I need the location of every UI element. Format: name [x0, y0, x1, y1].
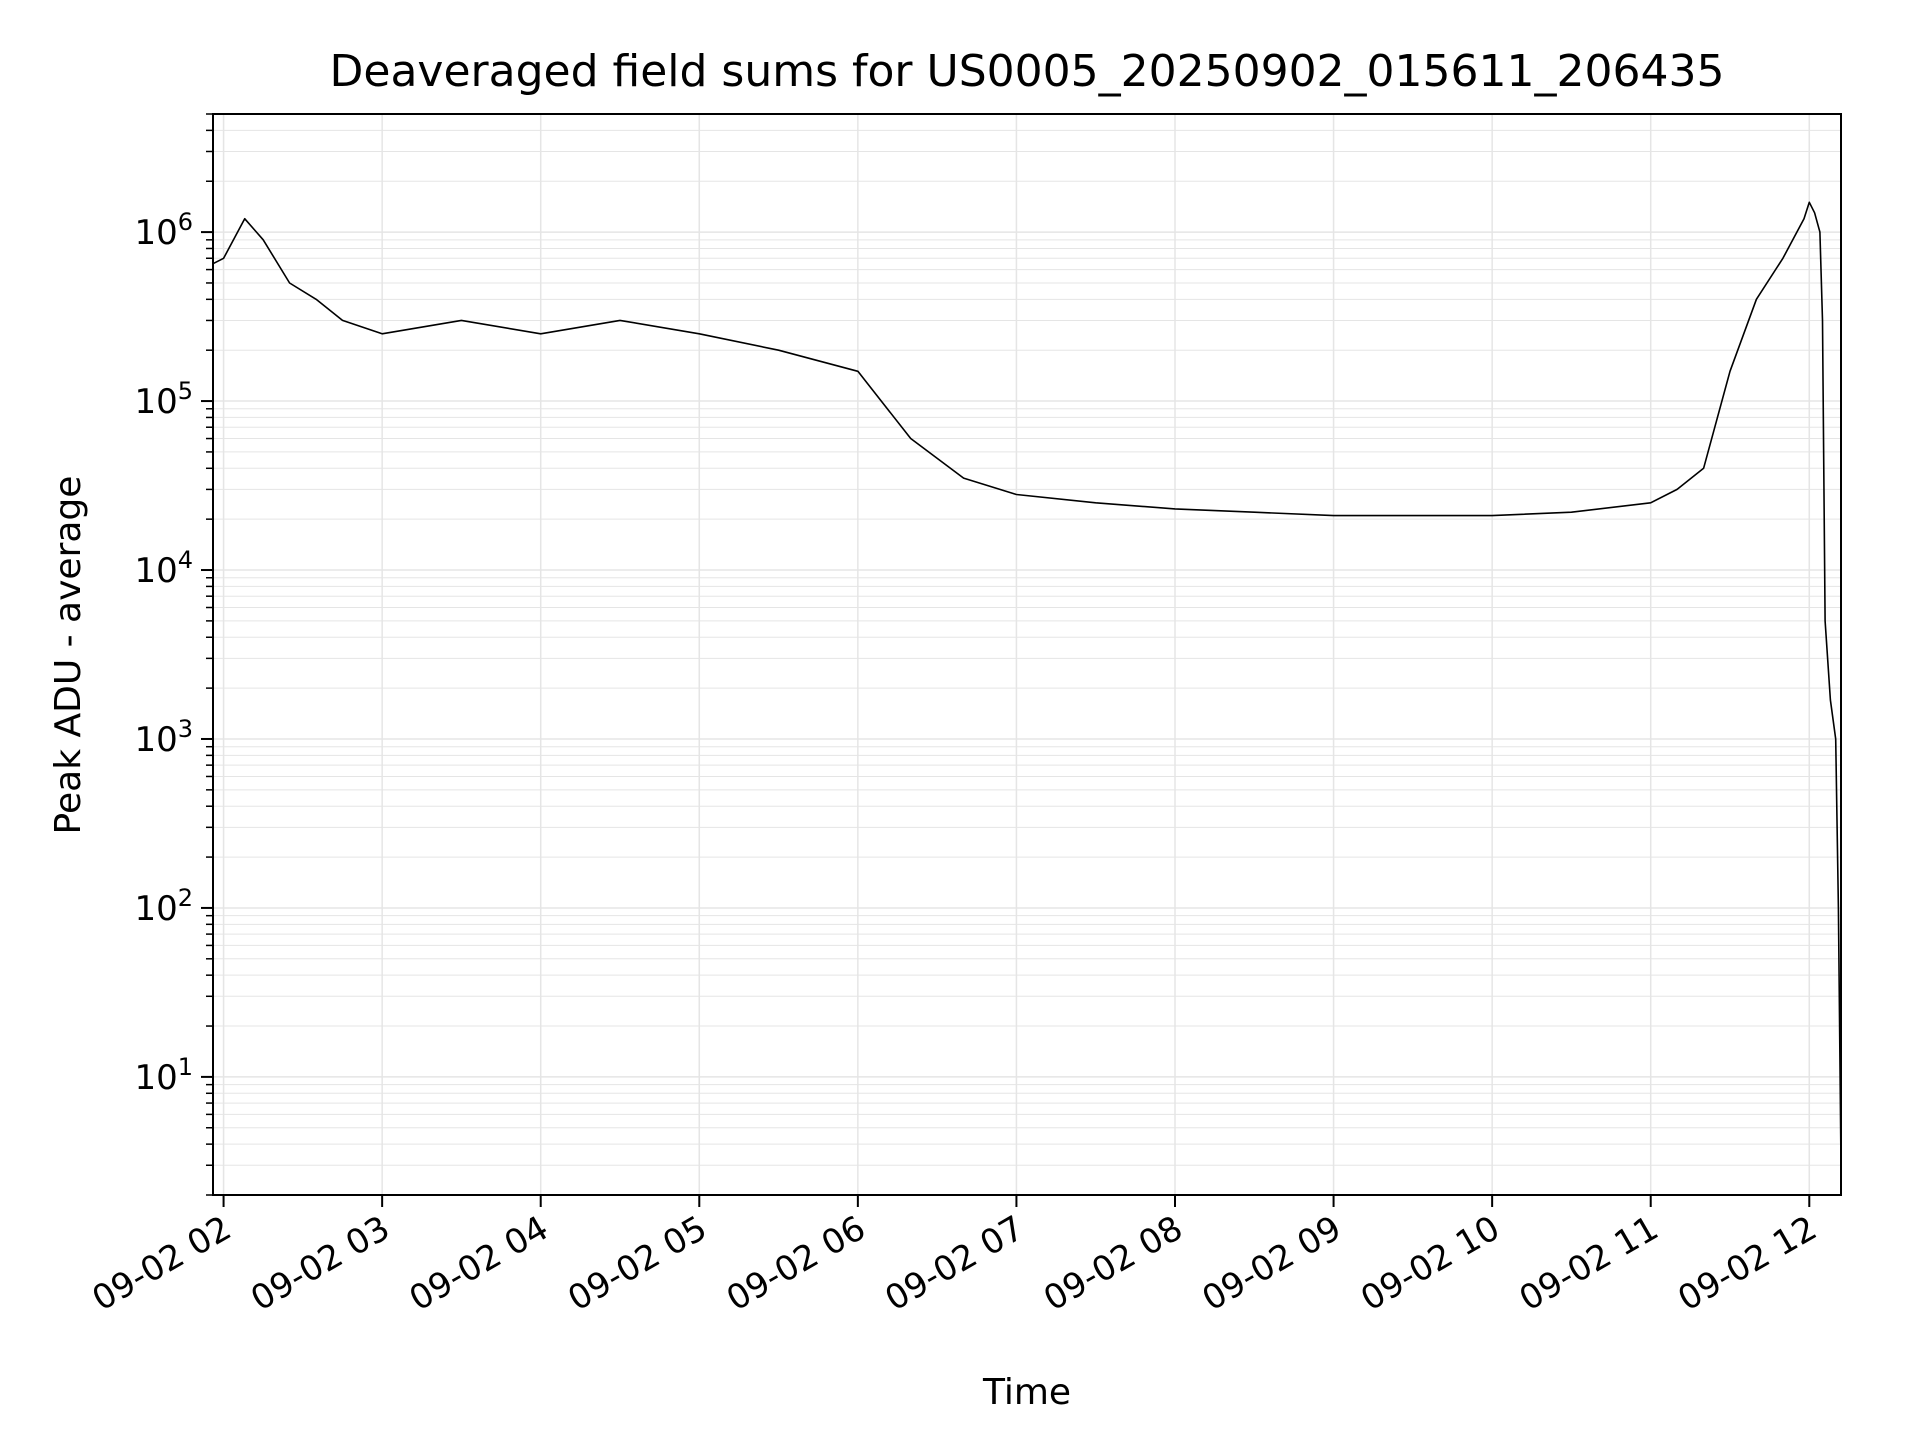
chart-title: Deaveraged field sums for US0005_2025090…: [330, 46, 1725, 97]
line-layer: [212, 201, 1842, 1166]
x-tick-label: 09-02 12: [1671, 1208, 1823, 1319]
y-axis-title: Peak ADU - average: [48, 476, 89, 835]
x-tick-label: 09-02 09: [1196, 1208, 1348, 1319]
tick-layer: 09-02 02 09-02 03 09-02 04 09-02 05 09-02 06…: [86, 113, 1824, 1319]
y-tick-label: 102: [134, 884, 193, 929]
x-tick-label: 09-02 03: [244, 1208, 396, 1319]
grid-layer: [213, 113, 1841, 1196]
x-tick-label: 09-02 05: [561, 1208, 713, 1319]
x-tick-label: 09-02 11: [1513, 1208, 1665, 1319]
series-line: [212, 201, 1842, 1166]
frame-layer: [212, 113, 1842, 1196]
x-tick-label: 09-02 07: [879, 1208, 1031, 1319]
x-tick-label: 09-02 06: [720, 1208, 872, 1319]
y-tick-label: 104: [134, 546, 193, 591]
x-tick-label: 09-02 10: [1354, 1208, 1506, 1319]
y-tick-label: 106: [134, 208, 193, 253]
x-tick-label: 09-02 08: [1037, 1208, 1189, 1319]
y-tick-label: 105: [134, 377, 193, 422]
plot-frame: [212, 113, 1842, 1196]
y-tick-label: 101: [134, 1053, 193, 1098]
y-tick-label: 103: [134, 715, 193, 760]
x-axis-title: Time: [982, 1372, 1071, 1413]
x-tick-label: 09-02 02: [86, 1208, 238, 1319]
x-tick-label: 09-02 04: [403, 1208, 555, 1319]
